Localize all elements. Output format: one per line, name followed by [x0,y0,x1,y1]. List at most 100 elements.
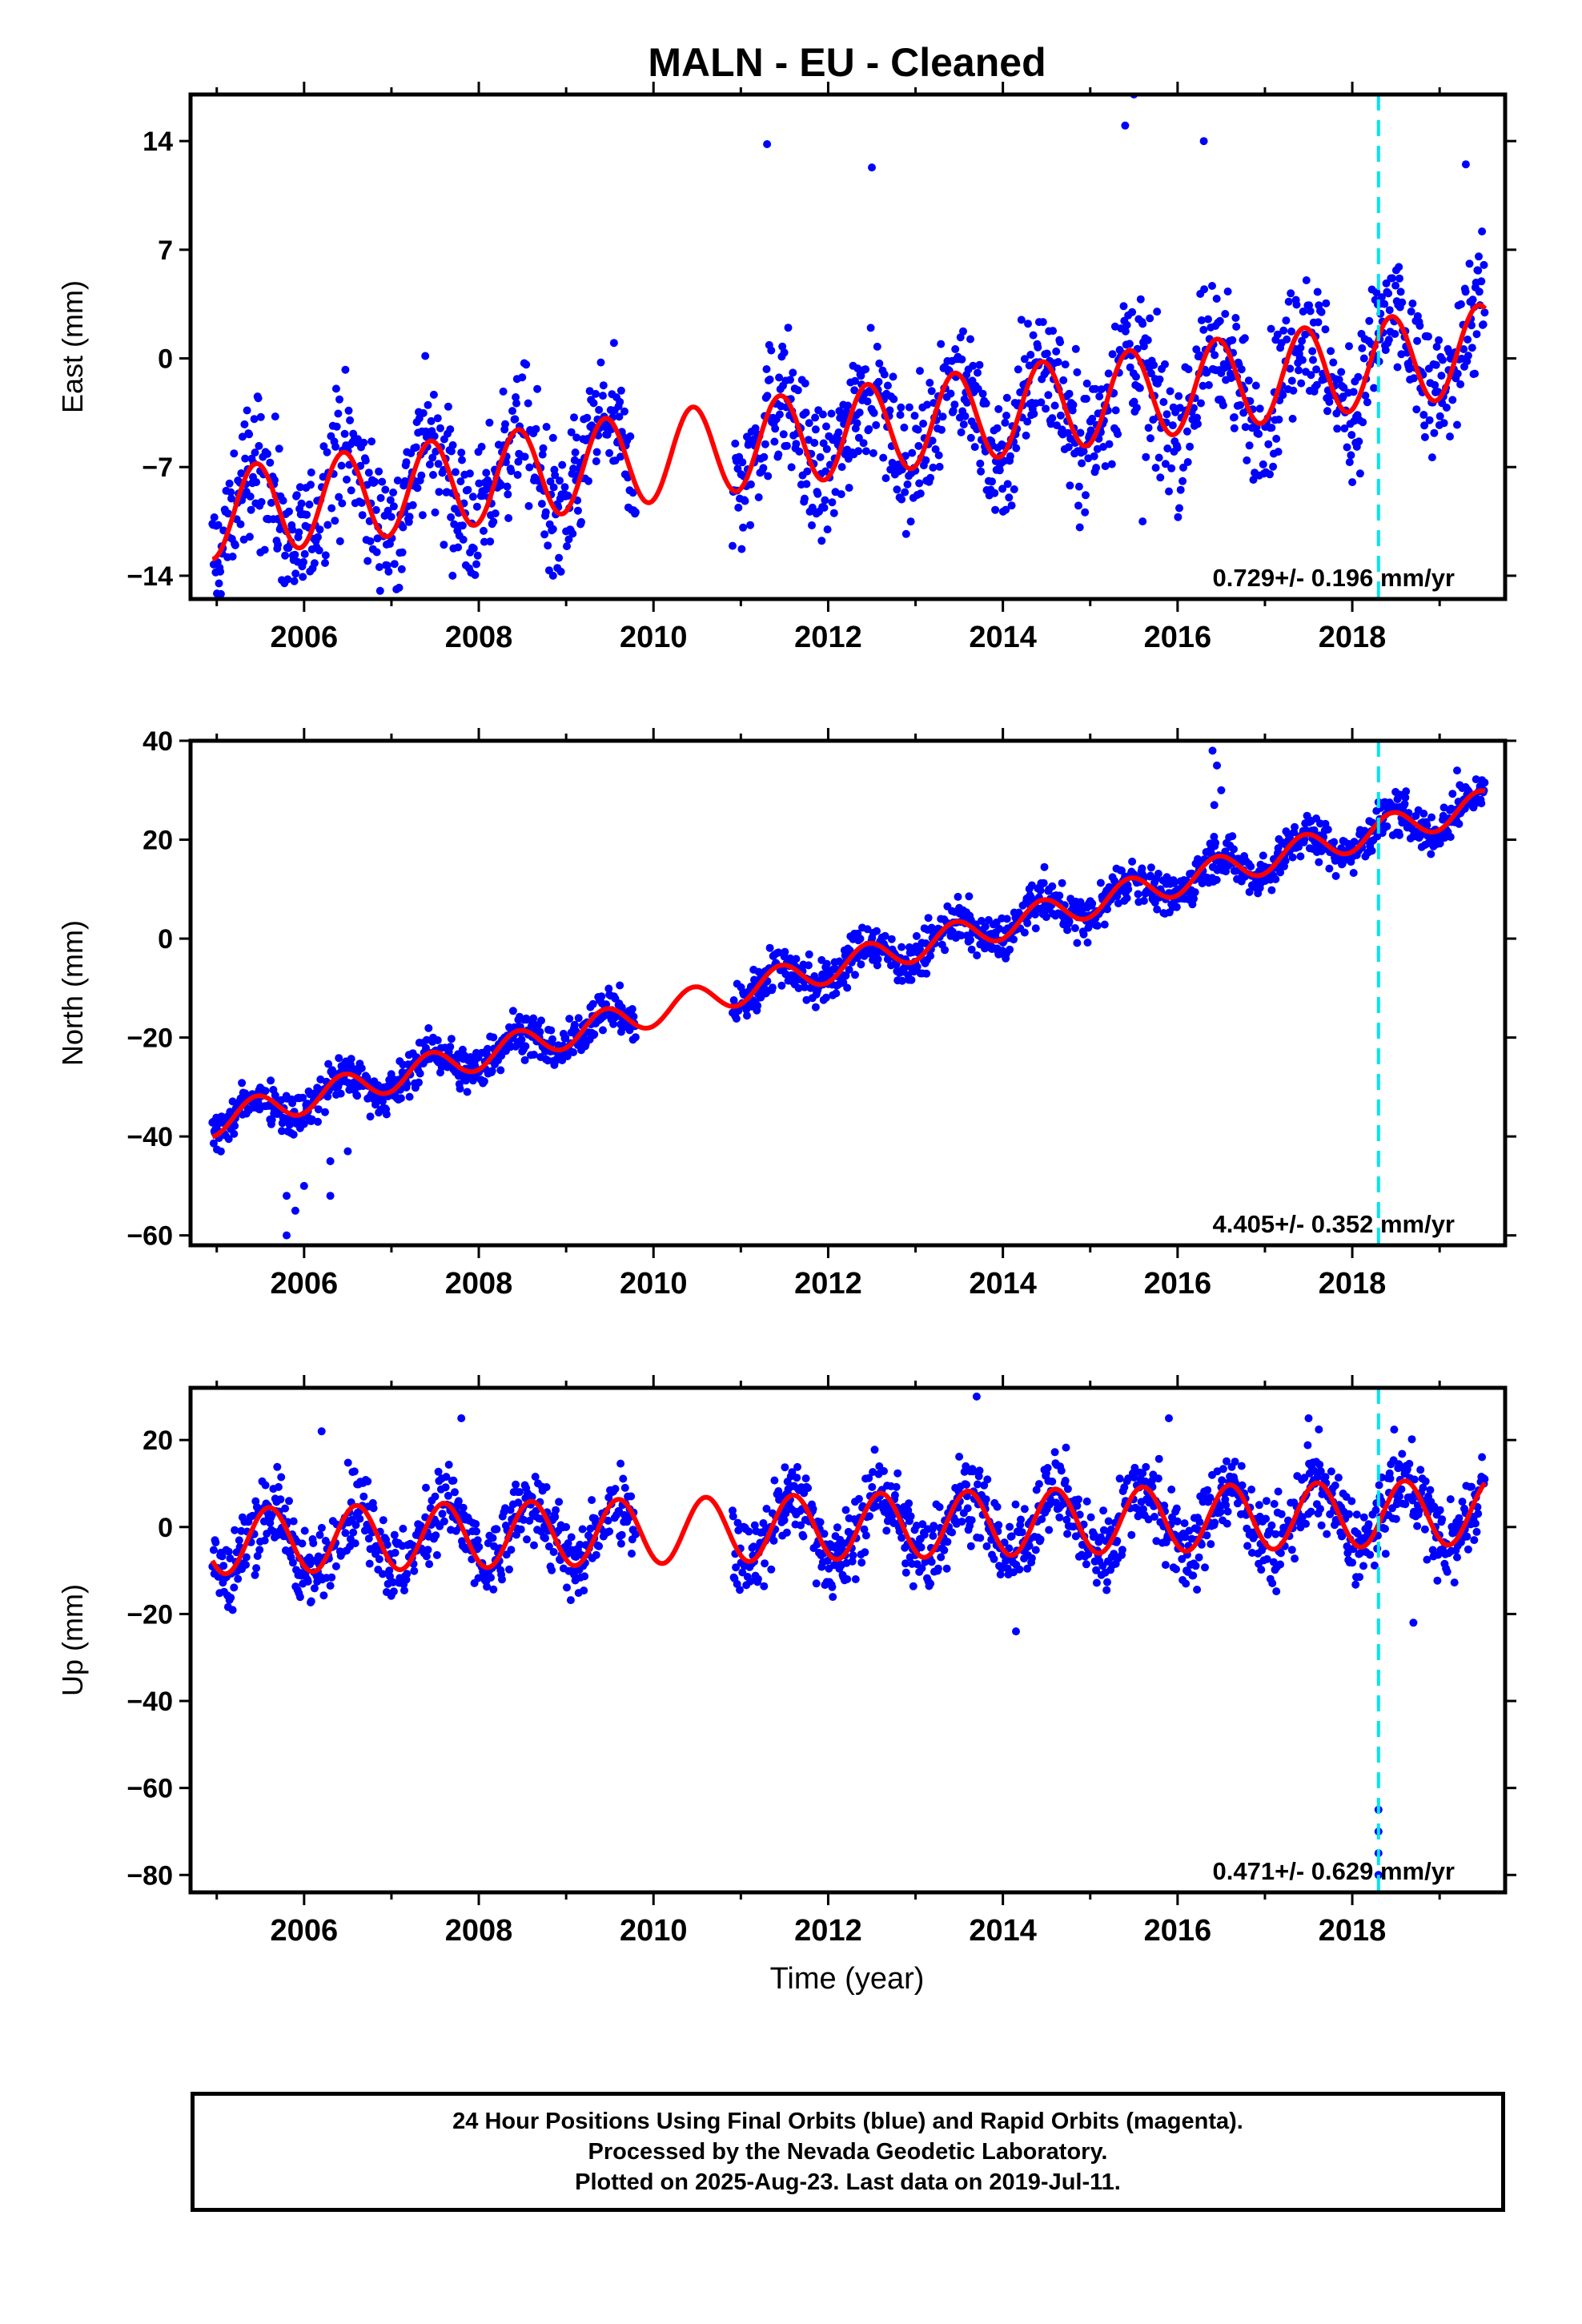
north-data-point [897,976,906,985]
north-data-point [1113,892,1122,900]
east-data-point [1167,464,1176,472]
east-data-point [1477,277,1486,286]
up-data-point [1193,1586,1202,1594]
east-data-point [1337,368,1346,376]
up-data-point [1348,1558,1357,1567]
east-data-point [1480,308,1489,317]
north-outlier-point [343,1147,352,1156]
up-data-point [890,1491,899,1499]
chart-title: MALN - EU - Cleaned [648,40,1046,85]
east-data-point [929,463,938,472]
up-x-tick-label: 2008 [445,1914,513,1948]
east-data-point [1419,411,1428,419]
east-data-point [865,388,874,396]
east-data-point [1420,421,1429,430]
east-data-point [230,449,239,458]
up-data-point [317,1523,326,1532]
east-data-point [250,415,259,424]
up-data-point [1120,1483,1129,1492]
east-data-point [371,477,379,486]
east-data-point [1340,424,1349,432]
east-data-point [834,428,843,436]
up-data-point [1203,1486,1212,1494]
north-data-point [818,970,827,979]
east-data-point [1144,424,1153,432]
east-data-point [1412,405,1421,414]
east-data-point [1471,369,1480,378]
east-data-point [1024,320,1032,328]
up-data-point [489,1585,498,1594]
east-data-point [1289,386,1298,395]
east-data-point [949,407,958,415]
east-data-point [489,517,498,526]
east-data-point [1128,308,1137,316]
east-data-point [829,509,838,517]
east-data-point [596,358,605,367]
up-data-point [1438,1515,1447,1524]
east-outlier-point [1138,517,1147,526]
up-data-point [861,1531,870,1540]
up-data-point [242,1553,251,1562]
up-data-point [498,1575,506,1584]
east-data-point [1446,432,1454,441]
east-data-point [1082,379,1091,388]
north-data-point [841,971,850,980]
up-rate-label: 0.471+/- 0.629 mm/yr [1213,1857,1455,1885]
up-data-point [1257,1566,1266,1574]
up-data-point [1231,1458,1239,1466]
north-data-point [753,1001,762,1010]
east-data-point [1359,418,1367,427]
east-data-point [568,529,577,538]
east-data-point [335,537,344,545]
up-data-point [809,1505,817,1514]
east-data-point [475,479,484,488]
east-data-point [290,577,299,585]
east-data-point [512,393,520,401]
east-data-point [570,413,578,422]
east-data-point [599,381,608,390]
up-data-point [1446,1495,1455,1504]
north-y-tick-label: 20 [143,826,173,856]
up-data-point [1118,1546,1126,1554]
north-data-point [1245,887,1254,896]
east-data-point [1150,360,1158,369]
east-data-point [1267,324,1275,333]
east-data-point [1111,406,1120,415]
up-data-point [472,1527,480,1536]
up-data-point [261,1481,270,1490]
east-data-point [300,549,309,558]
east-data-point [1251,381,1260,390]
north-outlier-point [1213,761,1221,770]
north-data-point [299,1120,308,1128]
up-data-point [564,1539,572,1548]
up-data-point [548,1566,556,1574]
east-data-point [893,485,901,494]
north-data-point [530,1051,538,1059]
east-data-point [1052,347,1061,356]
east-data-point [1354,372,1363,381]
north-data-point [777,981,786,990]
east-data-point [569,464,578,473]
up-data-point [531,1473,540,1481]
up-y-tick-label: −20 [126,1599,173,1630]
north-data-point [415,1078,423,1087]
east-data-point [473,551,482,560]
east-data-point [1076,428,1085,437]
east-data-point [447,447,456,456]
north-x-tick-label: 2014 [969,1267,1037,1301]
east-data-point [977,467,986,476]
east-data-point [883,381,892,390]
east-data-point [1135,384,1144,392]
east-data-point [1064,443,1073,452]
east-data-point [1302,276,1311,284]
east-data-point [1343,443,1351,452]
up-data-point [1142,1462,1150,1471]
up-data-point [369,1504,378,1513]
north-data-point [1295,842,1303,851]
east-data-point [1384,336,1393,344]
east-data-point [1002,505,1010,514]
up-data-point [1359,1562,1367,1570]
footer-line-2: Processed by the Nevada Geodetic Laborat… [588,2139,1108,2165]
up-data-point [1005,1544,1014,1553]
